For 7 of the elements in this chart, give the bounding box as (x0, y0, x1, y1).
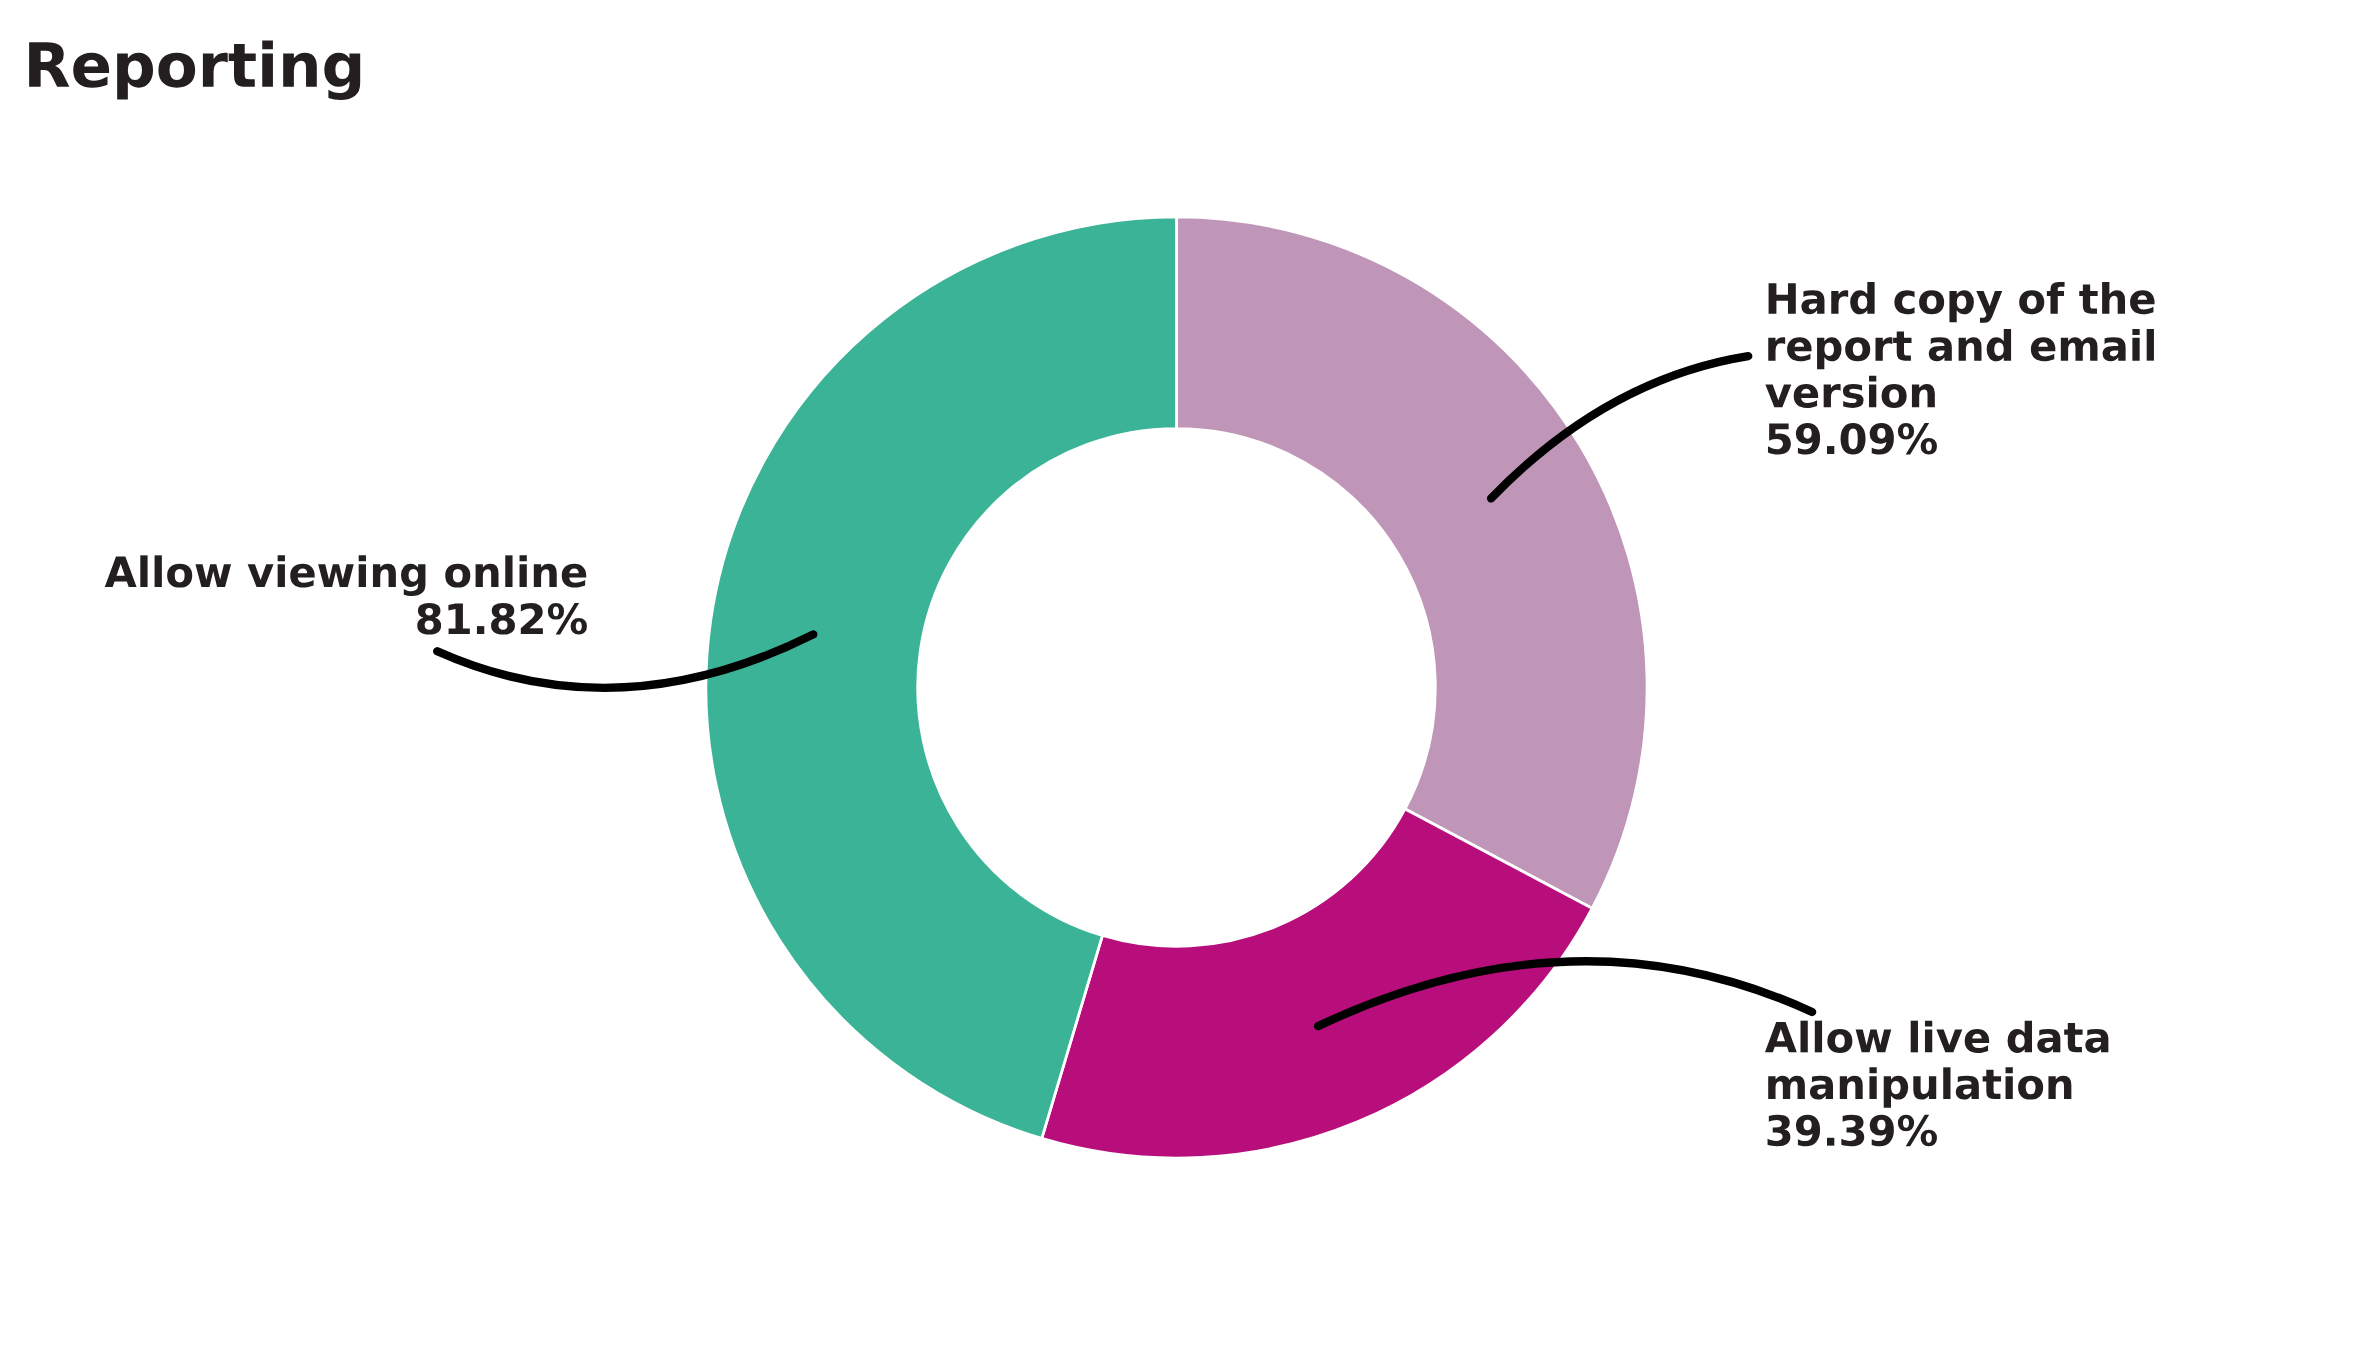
data-label: 81.82% (417, 603, 587, 635)
data-label: 59.09% (1767, 423, 1937, 455)
chart-title: Reporting (29, 40, 361, 101)
slice-label: Hard copy of the report and email version (1765, 282, 2155, 408)
data-label: 39.39% (1767, 1114, 1937, 1147)
slice-label: Allow viewing online (104, 555, 587, 596)
slice-label: Allow live data manipulation (1764, 1020, 2109, 1108)
